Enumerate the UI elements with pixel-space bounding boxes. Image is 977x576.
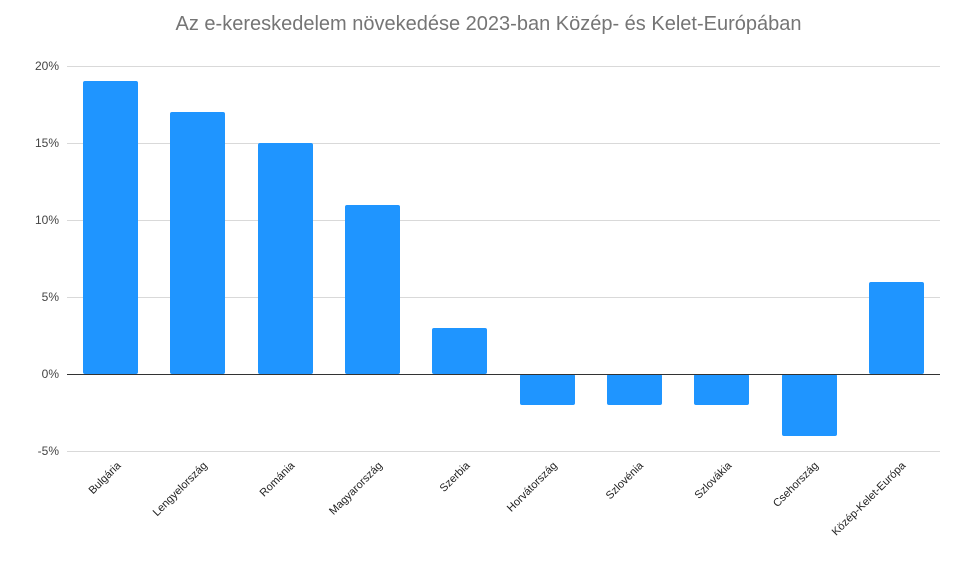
x-tick-label: Szlovénia <box>604 459 647 502</box>
chart-title: Az e-kereskedelem növekedése 2023-ban Kö… <box>175 13 802 35</box>
y-tick-label: 10% <box>34 213 59 227</box>
x-tick-label: Szlovákia <box>692 459 735 502</box>
x-tick-label: Szerbia <box>437 459 473 495</box>
bar-csehország <box>781 374 837 436</box>
x-tick-label: Csehország <box>770 459 821 510</box>
bar-szlovákia <box>694 374 750 405</box>
x-tick-label: Bulgária <box>86 459 124 497</box>
bar-szerbia <box>432 327 488 374</box>
y-tick-label: 5% <box>41 290 59 304</box>
x-tick-label: Románia <box>257 459 298 500</box>
gridline <box>67 451 940 452</box>
x-tick-label: Lengyelország <box>150 459 210 519</box>
gridline <box>67 66 940 67</box>
bar-horvátország <box>519 374 575 405</box>
gridline <box>67 143 940 144</box>
y-tick-label: 0% <box>41 367 59 381</box>
gridline <box>67 220 940 221</box>
x-tick-label: Magyarország <box>326 459 385 518</box>
bar-közép-kelet-európa <box>868 281 924 374</box>
x-tick-label: Közép-Kelet-Európa <box>830 459 909 539</box>
bar-románia <box>257 143 313 374</box>
zero-baseline <box>67 374 940 375</box>
bar-lengyelország <box>170 112 226 374</box>
gridline <box>67 297 940 298</box>
plot-area <box>67 66 940 452</box>
x-tick-label: Horvátország <box>505 459 560 515</box>
y-tick-label: 15% <box>34 136 59 150</box>
y-tick-label: 20% <box>34 59 59 73</box>
bar-bulgária <box>83 81 139 374</box>
y-tick-label: -5% <box>37 444 59 458</box>
bar-magyarország <box>345 204 401 374</box>
bar-szlovénia <box>606 374 662 405</box>
